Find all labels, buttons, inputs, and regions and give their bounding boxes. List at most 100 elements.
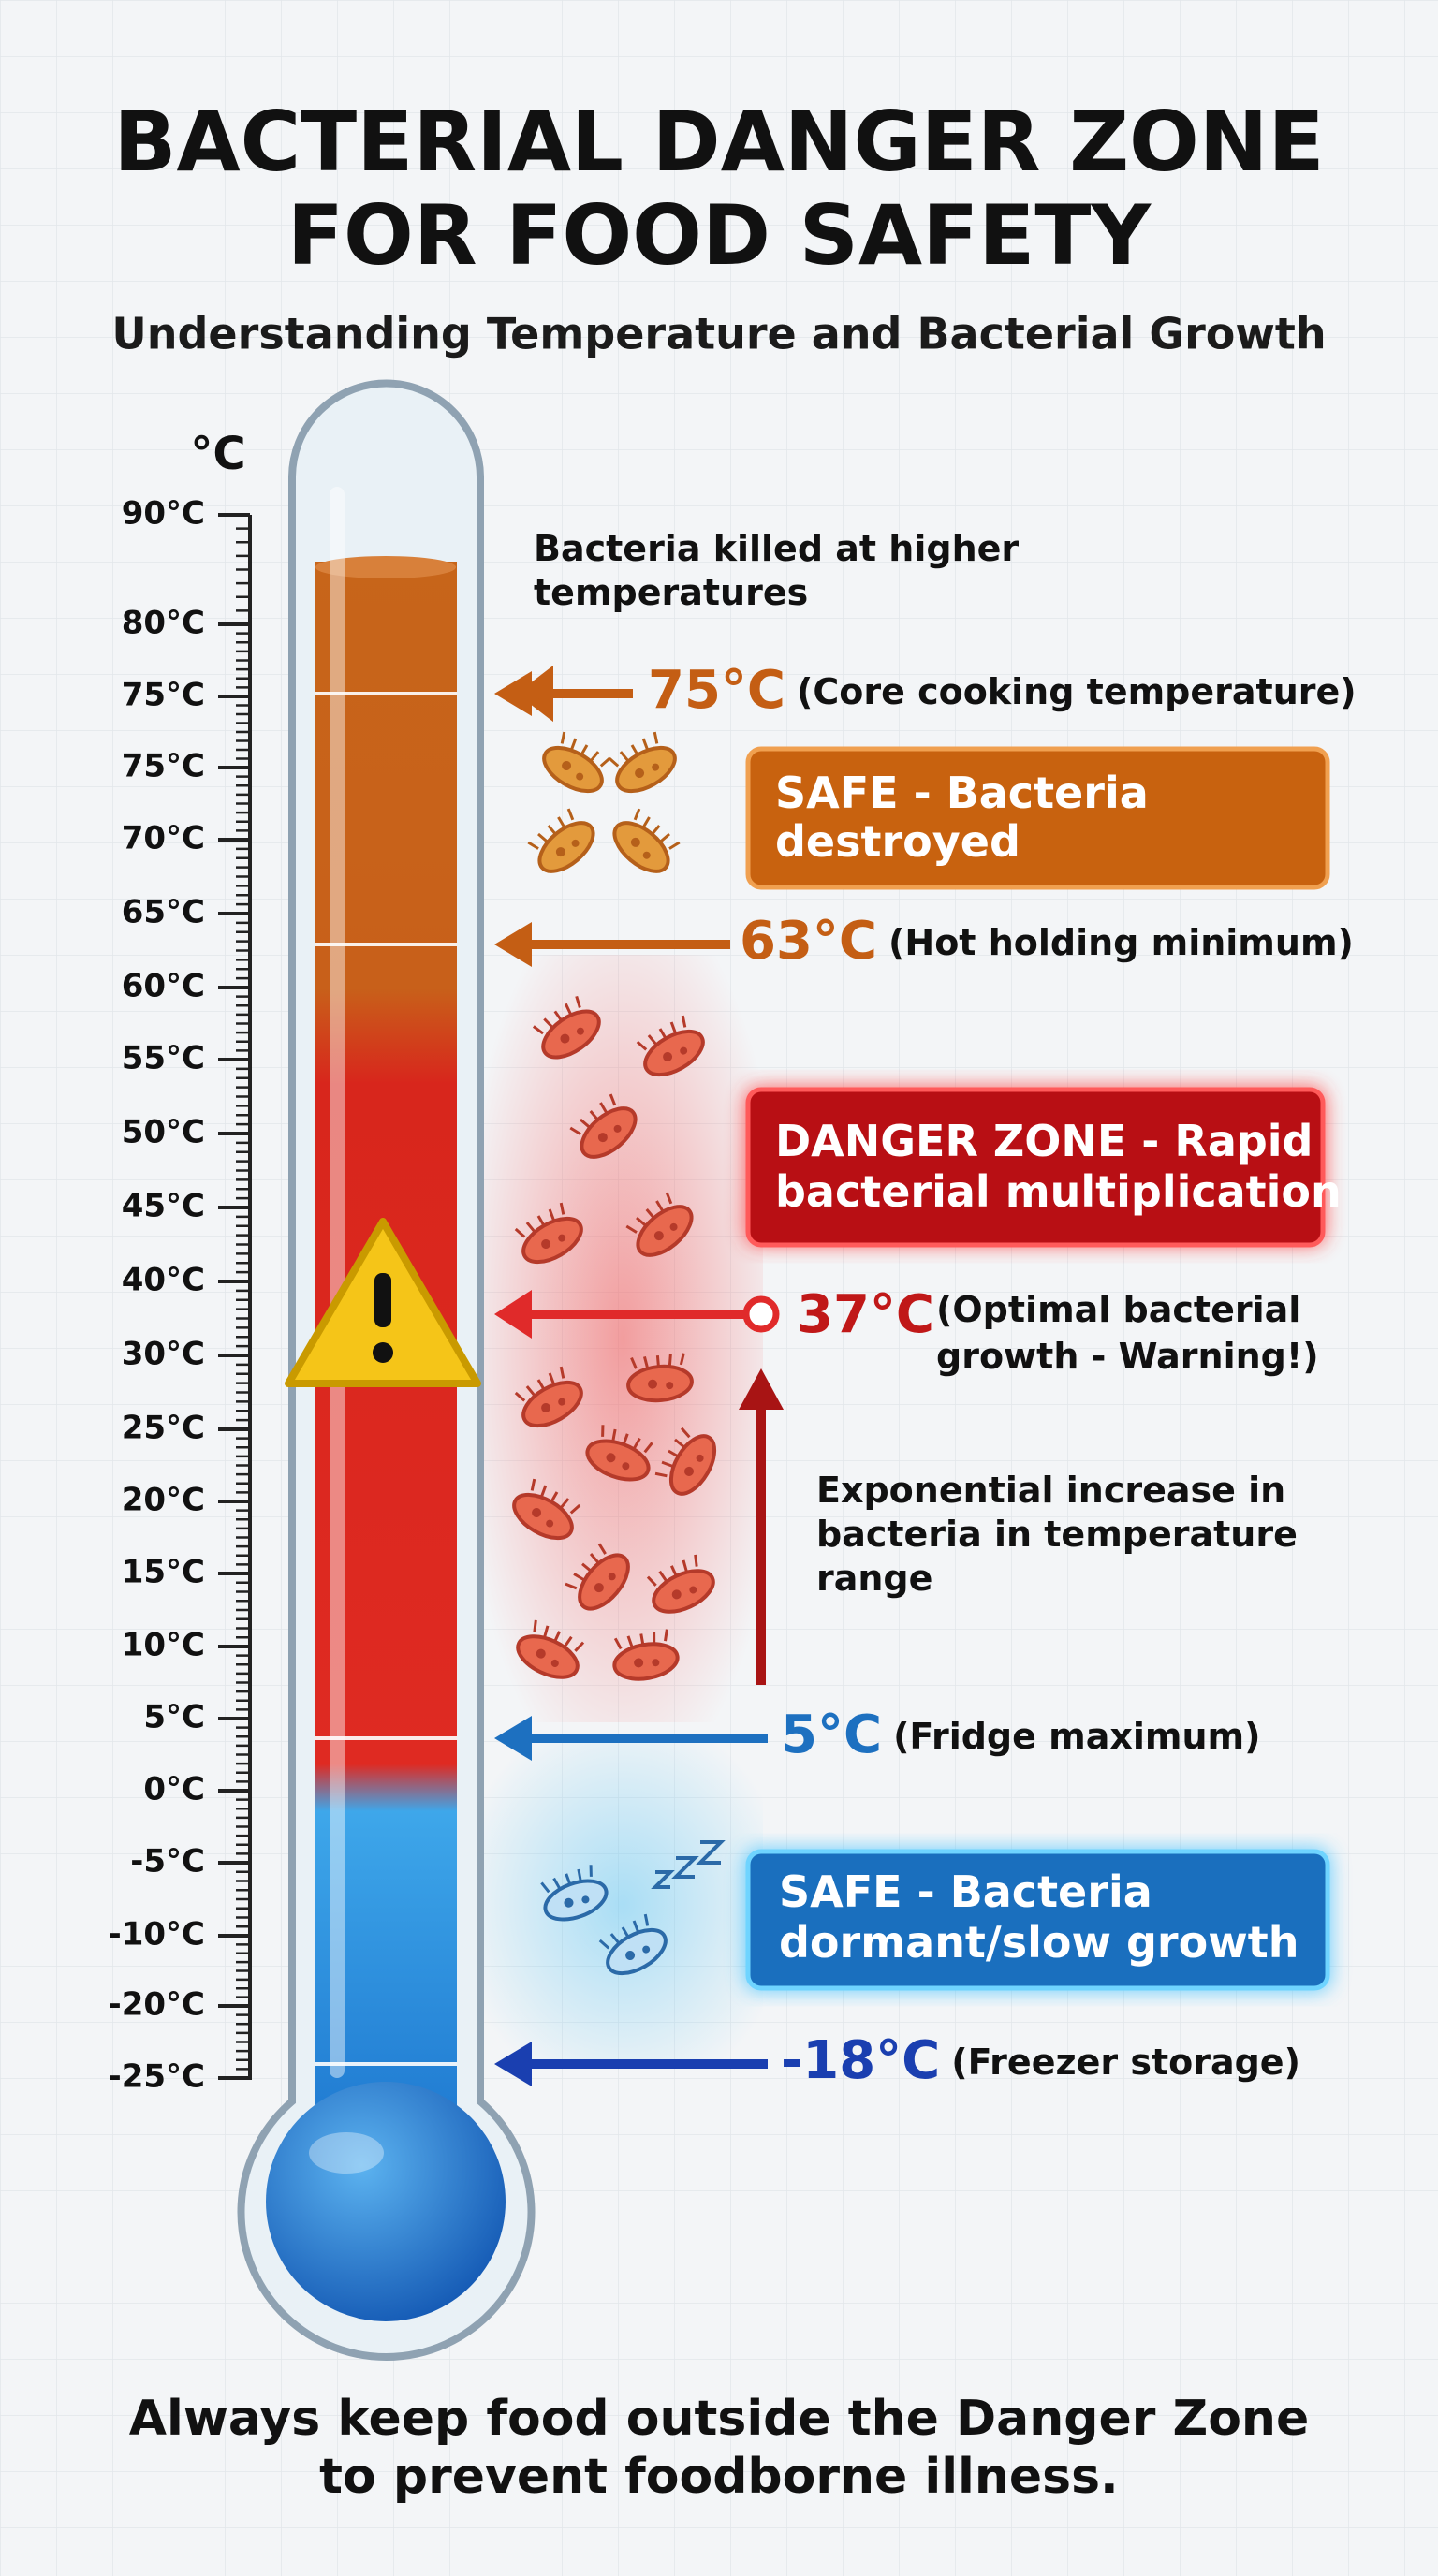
- marker-75: 75°C (Core cooking temperature): [494, 660, 1357, 723]
- bacterium-spot: [564, 1897, 574, 1908]
- scale-label: 60°C: [122, 968, 205, 1005]
- bacterium-spot: [608, 1573, 616, 1581]
- scale: °C 90°C 80°C 75°C 75°C 70°C 65°C 60°C 55°C 50°C 4…: [109, 428, 252, 2096]
- bacterium-hair: [625, 1224, 638, 1234]
- bacterium-body: [542, 745, 604, 794]
- bacterium-hair: [664, 1629, 668, 1642]
- bacterium-hair: [599, 1102, 608, 1114]
- svg-text:-18°C(Freezer storage): -18°C (Freezer storage): [781, 2030, 1300, 2091]
- bacterium-hair: [658, 1570, 668, 1582]
- bacterium-spot: [562, 761, 572, 770]
- bacterium-hair: [589, 1865, 593, 1877]
- bacterium-hair: [680, 1427, 691, 1439]
- bacterium-hair: [564, 1003, 572, 1016]
- bacterium: [565, 1543, 630, 1611]
- bacterium-spot: [541, 1403, 551, 1412]
- bacterium-spot: [576, 1027, 584, 1035]
- bacterium-hair: [514, 1227, 526, 1238]
- text: Always keep food outside the Danger Zone: [129, 2391, 1309, 2447]
- bacterium-spot: [571, 839, 580, 847]
- zone-safe-cold: SAFE - Bacteria dormant/slow growth: [744, 1848, 1331, 1992]
- bacterium-hair: [559, 1202, 565, 1215]
- svg-text:75°C(Core cooking temperature): 75°C (Core cooking temperature): [648, 660, 1357, 721]
- bacterium-hair: [575, 995, 581, 1008]
- bacterium-spot: [630, 837, 640, 847]
- text: (Fridge maximum): [893, 1716, 1260, 1757]
- bacterium-hair: [589, 1110, 599, 1121]
- bacterium-spot: [546, 1519, 554, 1528]
- bacterium-spot: [666, 1382, 674, 1390]
- bacterium-hair: [532, 1025, 544, 1035]
- bacterium-spot: [541, 1239, 551, 1249]
- bacterium-spot: [648, 1379, 658, 1389]
- text: dormant/slow growth: [779, 1917, 1299, 1968]
- scale-label: 75°C: [122, 748, 205, 785]
- scale-label: 80°C: [122, 605, 205, 642]
- bacterium-hair: [651, 825, 661, 836]
- svg-text:63°C(Hot holding minimum): 63°C (Hot holding minimum): [740, 911, 1354, 972]
- text: destroyed: [775, 816, 1020, 867]
- bacterium-hair: [597, 1543, 607, 1555]
- bacterium-hair: [525, 1222, 536, 1233]
- bacterium-hair: [653, 1632, 656, 1644]
- bacterium-hair: [570, 738, 578, 750]
- bacterium: [612, 808, 681, 873]
- bacterium-hair: [682, 1559, 688, 1573]
- text: (Hot holding minimum): [888, 922, 1354, 963]
- subtitle: Understanding Temperature and Bacterial …: [111, 309, 1326, 359]
- bacterium-hair: [653, 731, 659, 744]
- bacterium-spot: [613, 1124, 622, 1133]
- scale-label: -10°C: [109, 1916, 205, 1954]
- bacterium-spot: [597, 1133, 608, 1143]
- text: to prevent foodborne illness.: [319, 2449, 1119, 2505]
- bacterium-hair: [674, 1438, 685, 1448]
- bacterium-spot: [576, 772, 584, 781]
- bacterium-hair: [564, 1635, 573, 1647]
- bacterium-hair: [560, 731, 566, 744]
- bacterium: [646, 1554, 715, 1614]
- bacterium-body: [606, 1927, 668, 1976]
- bacterium-body: [615, 745, 677, 794]
- bacterium-spot: [558, 1398, 566, 1406]
- scale-label: 20°C: [122, 1482, 205, 1519]
- scale-label: 45°C: [122, 1188, 205, 1225]
- text: range: [816, 1558, 932, 1599]
- scale-label: -20°C: [109, 1986, 205, 2024]
- text: temperatures: [534, 572, 808, 613]
- bacterium-hair: [569, 1126, 581, 1135]
- zone-danger: DANGER ZONE - Rapid bacterial multiplicat…: [744, 1086, 1342, 1248]
- bacterium-hair: [540, 1485, 548, 1497]
- footer: Always keep food outside the Danger Zone…: [129, 2391, 1309, 2505]
- text: 37°C: [797, 1284, 934, 1345]
- bacterium-body: [543, 1879, 609, 1922]
- bacterium: [612, 1629, 680, 1681]
- text: Bacteria killed at higher: [534, 528, 1019, 569]
- text: growth - Warning!): [936, 1336, 1319, 1377]
- bacteria-icons: [512, 731, 726, 1976]
- text: DANGER ZONE - Rapid: [775, 1116, 1313, 1166]
- scale-label: 25°C: [122, 1410, 205, 1447]
- text: (Core cooking temperature): [797, 671, 1357, 712]
- bacterium: [516, 1619, 585, 1679]
- text: bacterial multiplication: [775, 1166, 1342, 1217]
- bacterium-hair: [636, 1040, 648, 1051]
- zone-safe-hot: SAFE - Bacteria destroyed: [745, 746, 1330, 890]
- bacterium-hair: [580, 1118, 591, 1129]
- bacterium-hair: [694, 1554, 698, 1567]
- scale-label: 0°C: [143, 1771, 205, 1808]
- bacterium-spot: [606, 1453, 616, 1463]
- bacterium-hair: [560, 1498, 570, 1509]
- growth-arrow: [739, 1368, 784, 1685]
- marker-minus18: -18°C (Freezer storage): [494, 2030, 1300, 2091]
- text: SAFE - Bacteria: [779, 1866, 1152, 1917]
- text: 5°C: [781, 1705, 882, 1765]
- bacterium-hair: [543, 1625, 550, 1638]
- bacterium-hair: [643, 1442, 653, 1454]
- bacterium-hair: [613, 1637, 623, 1650]
- bacterium-spot: [558, 1234, 566, 1242]
- scale-label: 40°C: [122, 1262, 205, 1299]
- bacterium-hair: [589, 1553, 600, 1564]
- bacterium: [625, 1192, 694, 1257]
- bacterium-spot: [653, 1231, 664, 1241]
